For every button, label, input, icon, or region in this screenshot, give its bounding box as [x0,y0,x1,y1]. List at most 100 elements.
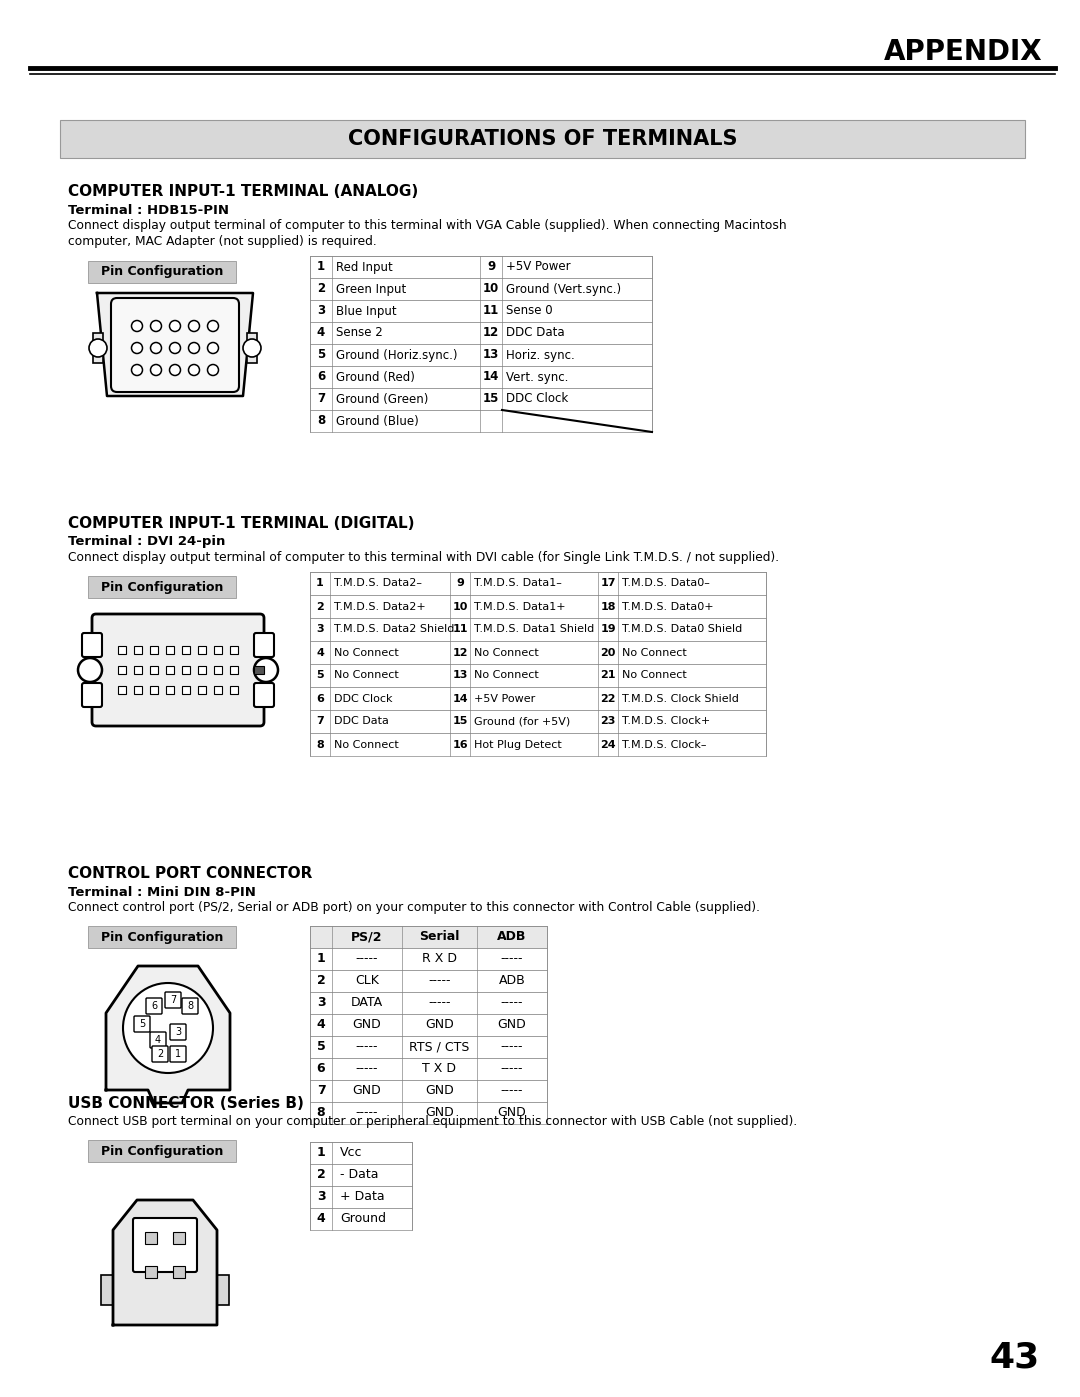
Text: T.M.D.S. Data0+: T.M.D.S. Data0+ [622,602,714,612]
Text: COMPUTER INPUT-1 TERMINAL (DIGITAL): COMPUTER INPUT-1 TERMINAL (DIGITAL) [68,517,415,531]
Text: 8: 8 [316,1106,325,1119]
Text: Horiz. sync.: Horiz. sync. [507,348,575,362]
Circle shape [150,365,162,376]
Text: Blue Input: Blue Input [336,305,396,317]
Bar [145,1266,157,1278]
Text: CONFIGURATIONS OF TERMINALS: CONFIGURATIONS OF TERMINALS [348,129,738,149]
Bar [198,686,206,694]
Polygon shape [113,1200,217,1324]
Text: 7: 7 [316,1084,325,1098]
Bar [310,1141,411,1164]
Circle shape [189,342,200,353]
Bar [310,617,766,641]
Text: Pin Configuration: Pin Configuration [100,1144,224,1158]
Bar [310,409,652,432]
Text: -----: ----- [501,996,523,1010]
Text: No Connect: No Connect [622,647,687,658]
Text: 22: 22 [600,693,616,704]
Circle shape [189,320,200,331]
Text: 2: 2 [157,1049,163,1059]
Text: GND: GND [426,1084,454,1098]
Text: 1: 1 [316,260,325,274]
Text: Serial: Serial [419,930,460,943]
Text: 3: 3 [175,1027,181,1037]
Polygon shape [97,293,253,395]
Text: GND: GND [353,1084,381,1098]
Bar [230,686,238,694]
Bar [183,686,190,694]
Text: Vert. sync.: Vert. sync. [507,370,568,384]
Text: T.M.D.S. Clock Shield: T.M.D.S. Clock Shield [622,693,739,704]
Text: GND: GND [353,1018,381,1031]
Bar [102,1275,113,1305]
Bar [118,645,126,654]
Bar [310,970,546,992]
Text: No Connect: No Connect [334,739,399,750]
Text: DDC Clock: DDC Clock [507,393,568,405]
FancyBboxPatch shape [254,683,274,707]
Bar [310,992,546,1014]
Bar [310,1208,411,1229]
Bar [310,641,766,664]
Bar [310,926,546,949]
Bar [254,666,264,673]
Bar [118,666,126,673]
Text: GND: GND [498,1018,526,1031]
Text: CLK: CLK [355,975,379,988]
Text: 5: 5 [316,671,324,680]
Bar [87,926,237,949]
Text: 10: 10 [483,282,499,296]
FancyBboxPatch shape [82,683,102,707]
Bar [217,1275,229,1305]
Text: Connect display output terminal of computer to this terminal with VGA Cable (sup: Connect display output terminal of compu… [68,219,786,232]
Circle shape [170,365,180,376]
Text: Hot Plug Detect: Hot Plug Detect [474,739,562,750]
Text: -----: ----- [355,1041,378,1053]
Text: No Connect: No Connect [474,647,539,658]
Text: Ground: Ground [340,1213,386,1225]
Text: 1: 1 [175,1049,181,1059]
FancyBboxPatch shape [254,633,274,657]
Text: Ground (Blue): Ground (Blue) [336,415,419,427]
Text: USB CONNECTOR (Series B): USB CONNECTOR (Series B) [68,1097,303,1112]
Text: -----: ----- [355,953,378,965]
Circle shape [207,320,218,331]
Bar [134,666,141,673]
Text: 7: 7 [170,995,176,1004]
Bar [198,645,206,654]
Text: 4: 4 [316,1018,325,1031]
Bar [150,686,158,694]
Text: DDC Clock: DDC Clock [334,693,392,704]
Text: Sense 2: Sense 2 [336,327,382,339]
Bar [183,645,190,654]
Text: 8: 8 [316,415,325,427]
Circle shape [189,365,200,376]
Text: 9: 9 [456,578,464,588]
Circle shape [123,983,213,1073]
Text: No Connect: No Connect [334,647,399,658]
Text: GND: GND [498,1106,526,1119]
Bar [310,278,652,300]
Text: -----: ----- [355,1106,378,1119]
Bar [310,1164,411,1186]
Bar [93,332,103,363]
Text: APPENDIX: APPENDIX [883,38,1042,66]
Text: 3: 3 [316,305,325,317]
Text: T.M.D.S. Clock+: T.M.D.S. Clock+ [622,717,711,726]
Text: 2: 2 [316,975,325,988]
Text: Vcc: Vcc [340,1147,363,1160]
Text: Pin Configuration: Pin Configuration [100,581,224,594]
Text: Connect control port (PS/2, Serial or ADB port) on your computer to this connect: Connect control port (PS/2, Serial or AD… [68,901,760,915]
Circle shape [78,658,102,682]
Text: 13: 13 [453,671,468,680]
FancyBboxPatch shape [92,615,264,726]
Text: 2: 2 [316,282,325,296]
Text: 43: 43 [989,1341,1040,1375]
Text: 6: 6 [316,1063,325,1076]
Bar [247,332,257,363]
Text: 24: 24 [600,739,616,750]
Text: 6: 6 [316,370,325,384]
Text: 14: 14 [483,370,499,384]
FancyBboxPatch shape [170,1024,186,1039]
Bar [87,576,237,598]
